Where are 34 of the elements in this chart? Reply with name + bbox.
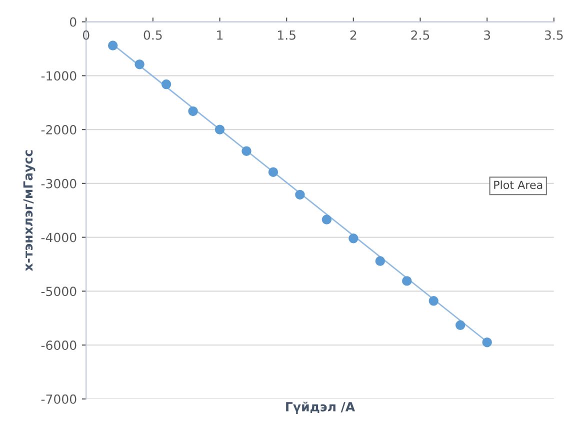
x-tick-label: 2.5 xyxy=(411,30,430,40)
point xyxy=(188,106,198,116)
point xyxy=(214,124,225,134)
point xyxy=(482,338,492,348)
x-tick-label: 0.5 xyxy=(144,30,162,40)
x-tick-label: 3 xyxy=(484,30,490,40)
point xyxy=(322,214,332,224)
y-tick-label: -3000 xyxy=(41,178,76,188)
point xyxy=(295,190,305,200)
annotation: Plot Area xyxy=(494,180,542,190)
y-tick-label: -5000 xyxy=(41,286,76,296)
y-tick-label: -1000 xyxy=(41,71,76,81)
point xyxy=(161,79,172,90)
point xyxy=(428,296,438,306)
point xyxy=(242,146,252,156)
x-tick-label: 0 xyxy=(82,30,90,40)
point xyxy=(375,256,386,266)
x-tick-label: 2 xyxy=(350,30,356,40)
point xyxy=(402,276,412,286)
point xyxy=(134,60,144,70)
y-axis-title: х-тэнхлэг/мГаусс xyxy=(23,150,36,272)
x-axis-title: Гүйдэл /A xyxy=(286,402,356,414)
y-tick-label: -6000 xyxy=(41,340,76,350)
y-tick-label: -2000 xyxy=(41,125,76,134)
x-tick-label: 1.5 xyxy=(278,30,296,40)
y-tick-label: -7000 xyxy=(41,394,76,404)
point xyxy=(108,40,118,50)
y-tick-label: -4000 xyxy=(41,232,76,242)
point xyxy=(268,167,278,177)
point xyxy=(455,320,466,330)
x-tick-label: 1 xyxy=(217,30,223,40)
point xyxy=(348,234,358,244)
x-tick-label: 3.5 xyxy=(544,30,563,40)
y-tick-label: 0 xyxy=(70,17,76,27)
